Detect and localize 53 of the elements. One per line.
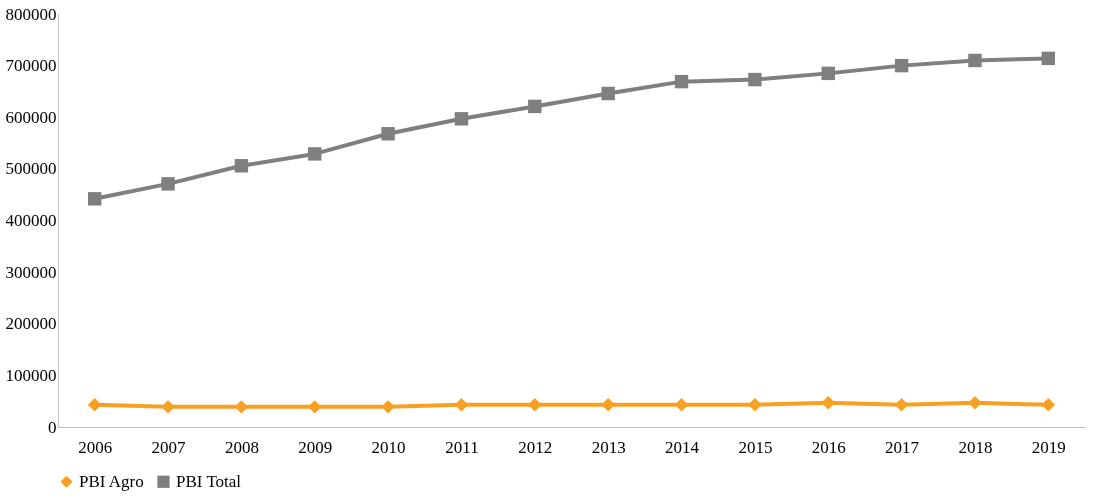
y-tick-label: 600000: [5, 107, 57, 127]
y-tick-label: 400000: [5, 211, 57, 230]
y-tick-label: 300000: [5, 262, 57, 282]
x-tick-label: 2016: [811, 437, 846, 457]
point: [601, 398, 615, 412]
x-tick-label: 2017: [885, 437, 920, 457]
point: [308, 147, 322, 161]
y-tick-label: 700000: [5, 56, 57, 76]
point: [161, 177, 175, 191]
point: [674, 74, 689, 89]
y-tick-label: 800000: [5, 4, 57, 24]
y-tick-label: 500000: [5, 159, 57, 179]
y-tick-label: 200000: [5, 314, 57, 334]
point: [381, 127, 395, 141]
point: [748, 72, 762, 87]
point: [1041, 398, 1056, 412]
x-tick-label: 2006: [78, 437, 113, 457]
point: [308, 400, 322, 414]
point: [161, 400, 175, 414]
point: [601, 86, 615, 101]
point: [968, 53, 982, 68]
x-tick-label: 2008: [224, 437, 259, 457]
x-tick-label: 2015: [738, 437, 773, 457]
point: [821, 396, 835, 410]
x-tick-label: 2011: [445, 437, 479, 457]
legend-label: PBI Total: [176, 471, 242, 491]
x-tick-label: 2014: [665, 437, 700, 457]
point: [968, 396, 982, 410]
x-tick-label: 2007: [151, 437, 187, 457]
point: [748, 398, 762, 412]
point: [821, 66, 835, 81]
x-tick-label: 2010: [371, 437, 406, 457]
x-tick-label: 2019: [1031, 437, 1066, 457]
point: [87, 192, 102, 206]
point: [381, 400, 395, 414]
point: [528, 398, 542, 412]
point: [894, 398, 909, 412]
y-tick-label: 0: [48, 417, 57, 437]
point: [528, 99, 542, 114]
point: [234, 159, 249, 173]
point: [674, 398, 689, 412]
point: [234, 400, 249, 414]
y-tick-label: 100000: [5, 365, 57, 385]
point: [1041, 51, 1056, 66]
legend-label: PBI Agro: [79, 471, 144, 491]
point: [454, 112, 469, 126]
point: [87, 398, 102, 412]
x-tick-label: 2018: [958, 437, 993, 457]
point: [454, 398, 469, 412]
x-tick-label: 2013: [591, 437, 626, 457]
x-tick-label: 2012: [518, 437, 553, 457]
x-tick-label: 2009: [298, 437, 333, 457]
point: [894, 58, 909, 73]
